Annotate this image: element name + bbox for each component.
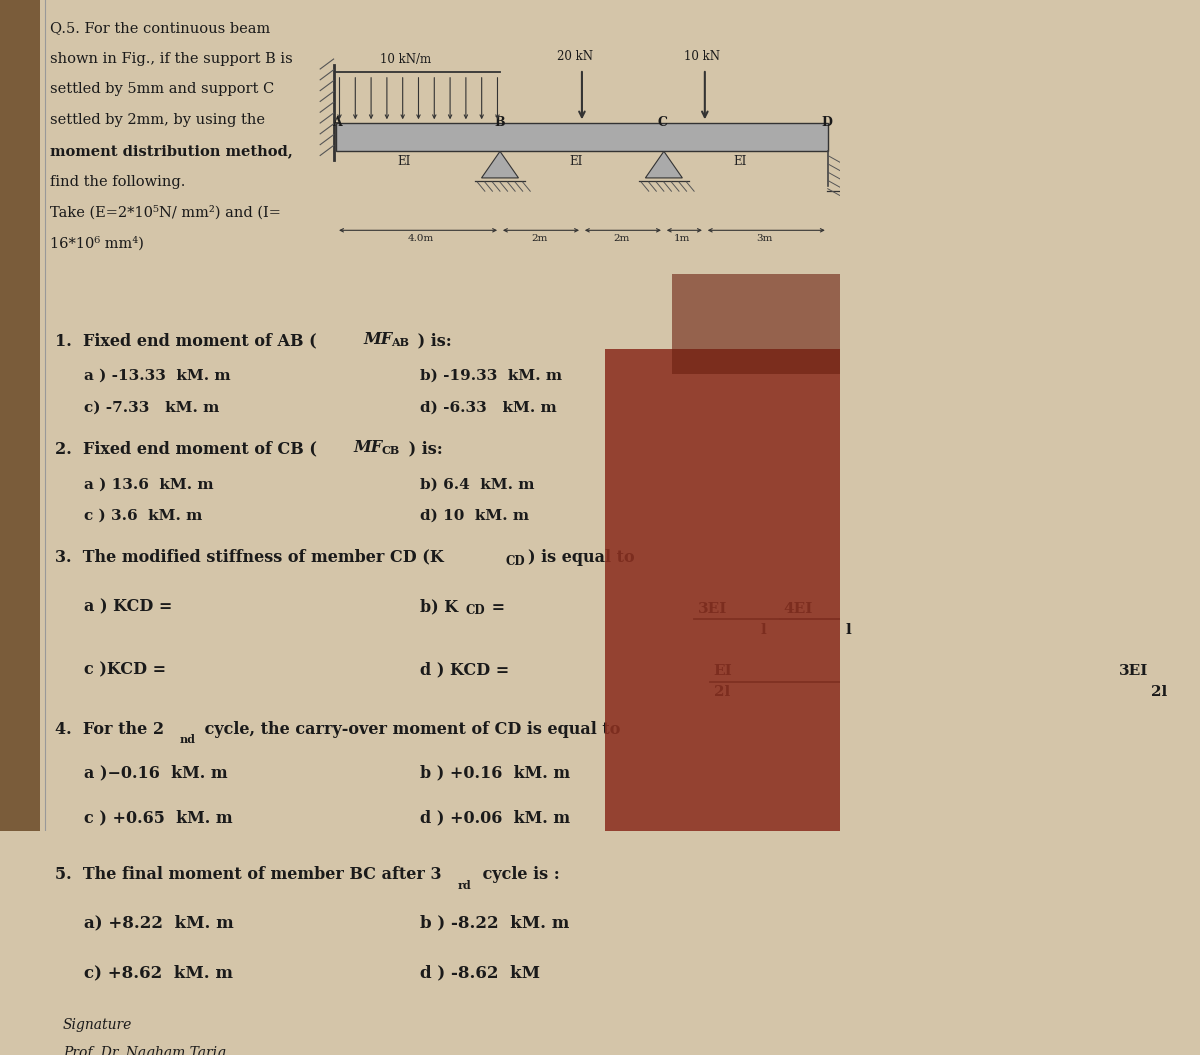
Text: shown in Fig., if the support B is: shown in Fig., if the support B is [50,52,293,65]
Text: d ) -8.62  kM: d ) -8.62 kM [420,964,540,981]
Text: c )KCD =: c )KCD = [84,661,172,678]
Text: 2m: 2m [613,233,629,243]
Text: moment distribution method,: moment distribution method, [50,143,293,158]
Text: CD: CD [466,603,485,616]
Text: MF: MF [364,331,392,348]
Text: b ) +0.16  kM. m: b ) +0.16 kM. m [420,764,570,781]
Text: Signature: Signature [64,1018,132,1033]
Bar [605,349,840,831]
Text: b ) -8.22  kM. m: b ) -8.22 kM. m [420,915,570,932]
Text: 16*10⁶ mm⁴): 16*10⁶ mm⁴) [50,236,144,250]
Text: 2l: 2l [714,685,730,699]
Text: 1m: 1m [674,233,691,243]
Text: nd: nd [180,734,196,745]
Text: 3EI: 3EI [1120,665,1148,678]
Text: AB: AB [391,337,409,348]
Text: cycle, the carry-over moment of CD is equal to: cycle, the carry-over moment of CD is eq… [199,721,620,737]
Text: a ) -13.33  kM. m: a ) -13.33 kM. m [84,369,230,383]
Text: MF: MF [354,439,383,456]
Text: 4EI: 4EI [784,602,812,616]
Text: settled by 5mm and support C: settled by 5mm and support C [50,82,275,96]
Text: c ) +0.65  kM. m: c ) +0.65 kM. m [84,810,233,827]
Text: find the following.: find the following. [50,174,186,189]
Text: 10 kN: 10 kN [684,50,720,63]
Text: EI: EI [714,665,732,678]
Text: ) is:: ) is: [412,332,451,349]
Text: 3EI: 3EI [698,602,727,616]
Text: 3.  The modified stiffness of member CD (K: 3. The modified stiffness of member CD (… [55,549,443,565]
Text: 2l: 2l [1151,685,1166,699]
Text: B: B [494,116,505,130]
Text: settled by 2mm, by using the: settled by 2mm, by using the [50,113,265,127]
Bar [336,123,828,151]
Text: 20 kN: 20 kN [557,50,593,63]
Bar [672,274,840,375]
Text: CD: CD [506,555,526,568]
Text: cycle is :: cycle is : [478,866,560,883]
Text: c) -7.33   kM. m: c) -7.33 kM. m [84,401,220,415]
Text: l: l [761,622,766,637]
Text: Take (E=2*10⁵N/ mm²) and (I=: Take (E=2*10⁵N/ mm²) and (I= [50,206,281,219]
Text: a ) KCD =: a ) KCD = [84,598,178,616]
Text: D: D [822,116,833,130]
Text: a )−0.16  kM. m: a )−0.16 kM. m [84,764,228,781]
Text: d ) KCD =: d ) KCD = [420,661,515,678]
Text: Prof. Dr. Nagham Tariq: Prof. Dr. Nagham Tariq [64,1046,226,1055]
Text: 1.  Fixed end moment of AB (: 1. Fixed end moment of AB ( [55,332,322,349]
Text: C: C [658,116,668,130]
Text: c) +8.62  kM. m: c) +8.62 kM. m [84,964,233,981]
Text: 4.0m: 4.0m [408,233,434,243]
Text: 5.  The final moment of member BC after 3: 5. The final moment of member BC after 3 [55,866,442,883]
Text: d ) +0.06  kM. m: d ) +0.06 kM. m [420,810,570,827]
Text: b) 6.4  kM. m: b) 6.4 kM. m [420,477,535,492]
Text: =: = [486,598,510,616]
Text: rd: rd [458,880,472,890]
Text: 10 kN/m: 10 kN/m [380,53,431,66]
Text: EI: EI [569,155,583,169]
Text: ) is equal to: ) is equal to [528,549,635,565]
Text: ) is:: ) is: [402,441,443,458]
Polygon shape [646,151,683,178]
Polygon shape [481,151,518,178]
Text: b) K: b) K [420,598,458,616]
Text: c ) 3.6  kM. m: c ) 3.6 kM. m [84,509,203,523]
Text: l: l [846,622,852,637]
Text: A: A [332,116,342,130]
Text: b) -19.33  kM. m: b) -19.33 kM. m [420,369,563,383]
Text: EI: EI [733,155,746,169]
Text: CB: CB [382,445,400,456]
Text: 4.  For the 2: 4. For the 2 [55,721,163,737]
Text: 3m: 3m [756,233,773,243]
Text: d) -6.33   kM. m: d) -6.33 kM. m [420,401,557,415]
Text: EI: EI [397,155,410,169]
Text: d) 10  kM. m: d) 10 kM. m [420,509,529,523]
Bar [0,0,41,831]
Text: a ) 13.6  kM. m: a ) 13.6 kM. m [84,477,214,492]
Text: 2.  Fixed end moment of CB (: 2. Fixed end moment of CB ( [55,441,317,458]
Text: Q.5. For the continuous beam: Q.5. For the continuous beam [50,21,271,35]
Text: a) +8.22  kM. m: a) +8.22 kM. m [84,915,234,932]
Text: 2m: 2m [530,233,547,243]
